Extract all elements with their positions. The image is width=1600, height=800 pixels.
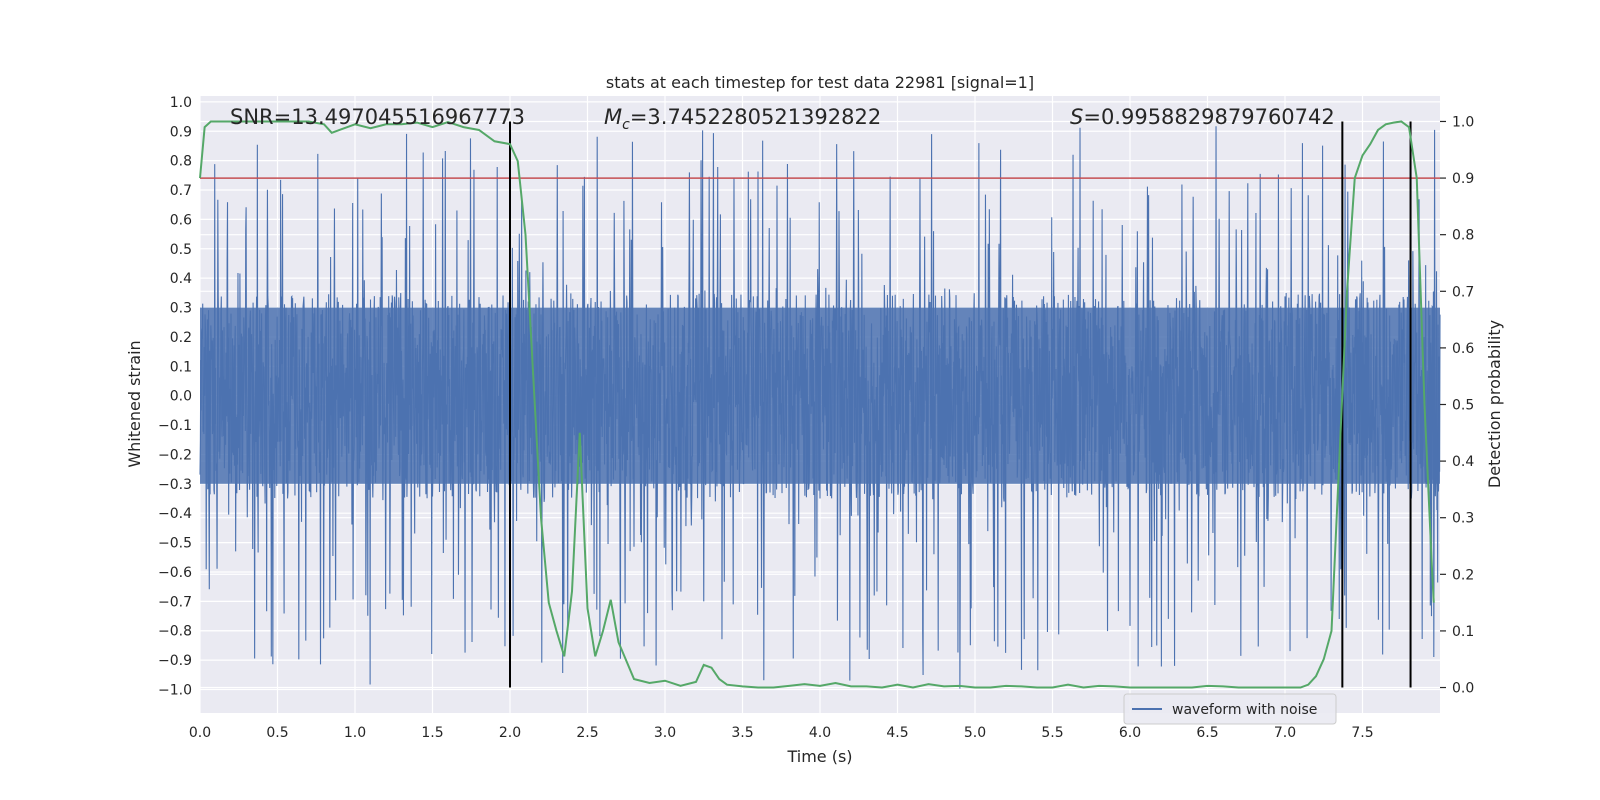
y-tick-label: 0.8 — [170, 154, 192, 170]
chirp-mass-subscript: c — [622, 117, 630, 133]
y-tick-label: 0.6 — [170, 212, 192, 228]
y-tick-label: 0.9 — [170, 124, 192, 140]
y-tick-label: 0.1 — [170, 359, 192, 375]
y-tick-label: −0.5 — [158, 536, 192, 552]
y-tick-label: 0.2 — [170, 330, 192, 346]
y2-tick-label: 1.0 — [1452, 114, 1474, 130]
y2-tick-label: 0.7 — [1452, 284, 1474, 300]
y2-tick-label: 0.4 — [1452, 454, 1474, 470]
y2-tick-label: 0.8 — [1452, 228, 1474, 244]
legend: waveform with noise — [1123, 693, 1337, 725]
chirp-mass-annotation: Mc=3.7452280521392822 — [604, 105, 881, 133]
detection-probability-line — [199, 120, 1435, 689]
snr-annotation: SNR=13.497045516967773 — [230, 105, 525, 129]
x-tick-label: 5.0 — [964, 725, 986, 741]
x-axis-label: Time (s) — [786, 747, 852, 766]
y-tick-label: 0.0 — [170, 389, 192, 405]
legend-box — [1123, 693, 1337, 725]
y-tick-label: −0.6 — [158, 565, 192, 581]
x-tick-label: 7.0 — [1274, 725, 1296, 741]
y-tick-label: 0.4 — [170, 271, 192, 287]
y-tick-label: −0.9 — [158, 653, 192, 669]
y2-tick-label: 0.5 — [1452, 398, 1474, 414]
y-tick-label: −0.1 — [158, 418, 192, 434]
y2-tick-label: 0.3 — [1452, 511, 1474, 527]
y-tick-label: 0.3 — [170, 301, 192, 317]
waveform-core — [200, 307, 1440, 484]
chirp-mass-value: =3.7452280521392822 — [630, 105, 881, 129]
chart-title: stats at each timestep for test data 229… — [606, 73, 1034, 92]
x-ticks: 0.0 0.5 1.0 1.5 2.0 2.5 3.0 3.5 4.0 4.5 5.0 5.5 6.0 6… — [189, 725, 1374, 741]
y-tick-label: −1.0 — [158, 682, 192, 698]
legend-label: waveform with noise — [1172, 702, 1317, 718]
x-tick-label: 7.5 — [1351, 725, 1373, 741]
y-tick-label: 0.5 — [170, 242, 192, 258]
y-tick-label: −0.2 — [158, 447, 192, 463]
y2-tick-label: 0.9 — [1452, 171, 1474, 187]
y-tick-label: 1.0 — [170, 95, 192, 111]
x-tick-label: 5.5 — [1041, 725, 1063, 741]
x-tick-label: 2.0 — [499, 725, 521, 741]
y-tick-label: 0.7 — [170, 183, 192, 199]
x-tick-label: 2.5 — [576, 725, 598, 741]
x-tick-label: 3.0 — [654, 725, 676, 741]
y2-axis-label: Detection probability — [1485, 320, 1504, 488]
x-tick-label: 0.5 — [266, 725, 288, 741]
x-tick-label: 3.5 — [731, 725, 753, 741]
y2-tick-label: 0.6 — [1452, 341, 1474, 357]
x-tick-label: 0.0 — [189, 725, 211, 741]
x-tick-label: 6.0 — [1119, 725, 1141, 741]
y-tick-label: −0.8 — [158, 624, 192, 640]
x-tick-label: 1.5 — [421, 725, 443, 741]
y2-ticks: 1.0 0.9 0.8 0.7 0.6 0.5 0.4 0.3 0.2 0.1 0.0 — [1440, 114, 1474, 697]
x-tick-label: 1.0 — [344, 725, 366, 741]
waveform-series — [199, 126, 1441, 689]
y2-tick-label: 0.1 — [1452, 624, 1474, 640]
s-symbol: S — [1070, 105, 1083, 129]
x-tick-label: 4.0 — [809, 725, 831, 741]
y-tick-label: −0.3 — [158, 477, 192, 493]
x-tick-label: 4.5 — [886, 725, 908, 741]
y2-tick-label: 0.0 — [1452, 681, 1474, 697]
y2-tick-label: 0.2 — [1452, 567, 1474, 583]
y-axis-label: Whitened strain — [125, 340, 144, 467]
s-value: =0.9958829879760742 — [1083, 105, 1334, 129]
y-tick-label: −0.4 — [158, 506, 192, 522]
y-tick-label: −0.7 — [158, 594, 192, 610]
y-ticks: 1.0 0.9 0.8 0.7 0.6 0.5 0.4 0.3 0.2 0.1 0.0 −0.1 −0.… — [158, 95, 192, 699]
x-tick-label: 6.5 — [1196, 725, 1218, 741]
chirp-mass-symbol: M — [604, 105, 622, 129]
s-statistic-annotation: S=0.9958829879760742 — [1070, 105, 1335, 129]
